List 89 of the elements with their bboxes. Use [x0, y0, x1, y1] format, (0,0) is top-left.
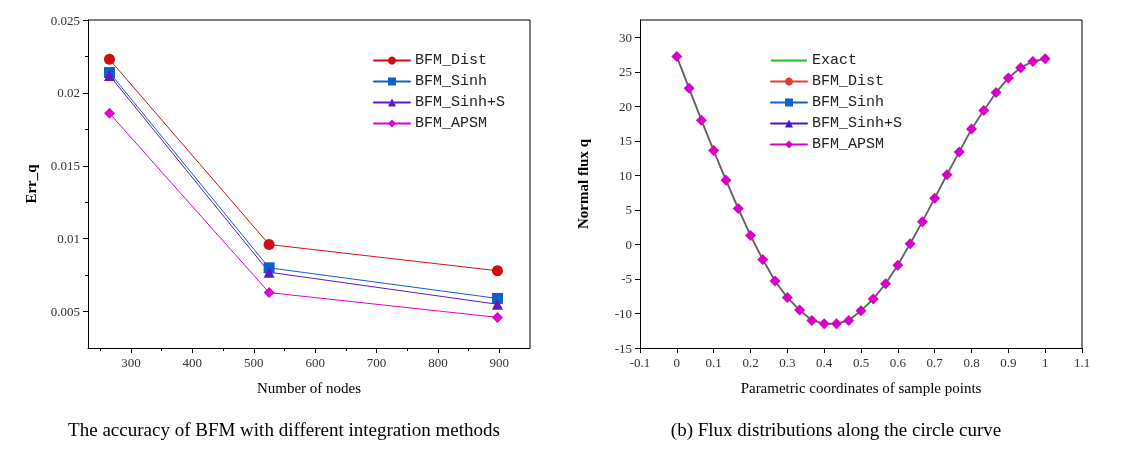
point: [978, 104, 990, 116]
x-axis-title: Number of nodes: [256, 379, 362, 396]
legend-label: BFM_Sinh+S: [414, 94, 505, 111]
point: [671, 51, 683, 63]
point: [904, 238, 916, 250]
point: [720, 174, 732, 186]
point: [1027, 55, 1039, 67]
legend-label: BFM_Sinh: [811, 94, 885, 111]
x-tick-label: 0.8: [963, 355, 980, 370]
point: [708, 145, 720, 157]
x-tick-label: 700: [366, 355, 387, 370]
x-tick-label: 400: [182, 355, 203, 370]
text: (b) Flux distributions along the circle curve: [670, 419, 1002, 441]
x-tick-label: 0: [673, 355, 681, 370]
point: [263, 266, 275, 278]
x-tick-label: -0.1: [629, 355, 651, 370]
y-tick-label: 10: [619, 167, 632, 183]
point: [830, 318, 842, 330]
y-tick-label: 0: [625, 236, 632, 252]
text: The accuracy of BFM with different integration methods: [68, 419, 500, 440]
point: [1002, 72, 1014, 84]
y-tick-label: -5: [621, 271, 632, 287]
point: [867, 293, 879, 305]
legend-label: BFM_APSM: [414, 115, 487, 132]
y-tick-label: 30: [619, 29, 632, 45]
y-tick-label: 0.02: [57, 85, 80, 101]
y-axis-title: Err_q: [22, 163, 39, 204]
point: [880, 278, 892, 290]
y-tick-label: 0.005: [50, 304, 80, 320]
point: [794, 304, 806, 316]
x-tick-label: 1.1: [1073, 355, 1091, 370]
point: [941, 169, 953, 181]
legend-label: BFM_Dist: [414, 52, 487, 69]
y-tick-label: 20: [619, 98, 632, 114]
point: [966, 123, 977, 135]
x-tick-label: 600: [305, 355, 325, 370]
point: [745, 229, 756, 241]
point: [491, 298, 503, 310]
point: [818, 318, 830, 330]
legend-label: BFM_Sinh+S: [811, 115, 903, 132]
x-tick-label: 800: [428, 355, 448, 370]
point: [781, 292, 793, 304]
x-tick-label: 0.3: [779, 355, 796, 370]
y-tick-label: 5: [625, 202, 632, 218]
y-tick-label: 0.015: [50, 158, 80, 174]
point: [104, 53, 115, 65]
point: [491, 265, 503, 277]
x-tick-label: 0.2: [742, 355, 759, 370]
point: [491, 311, 503, 323]
x-tick-label: 300: [121, 355, 141, 370]
point: [695, 114, 707, 126]
point: [843, 314, 855, 326]
y-axis-title: Normal flux q: [574, 138, 591, 229]
x-tick-label: 0.5: [852, 355, 870, 370]
x-tick-label: 0.4: [816, 355, 833, 370]
legend-label: BFM_Dist: [811, 73, 885, 90]
y-tick-label: 0.025: [50, 12, 80, 28]
legend-label: Exact: [811, 52, 858, 69]
x-tick-label: 500: [244, 355, 264, 370]
point: [892, 259, 904, 271]
point: [929, 192, 941, 204]
point: [732, 203, 744, 215]
y-tick-label: 25: [619, 64, 632, 80]
point: [855, 305, 867, 317]
x-tick-label: 0.6: [889, 355, 907, 370]
point: [769, 275, 781, 287]
point: [916, 216, 928, 228]
x-tick-label: 0.1: [705, 355, 722, 370]
point: [683, 82, 695, 94]
point: [1039, 53, 1051, 65]
legend-label: BFM_Sinh: [414, 73, 487, 90]
point: [953, 146, 965, 158]
x-tick-label: 900: [489, 355, 510, 370]
x-tick-label: 0.9: [1000, 355, 1017, 370]
x-axis-title: Parametric coordinates of sample points: [740, 379, 982, 396]
y-tick-label: 15: [619, 133, 632, 149]
point: [1015, 62, 1027, 74]
y-tick-label: -15: [614, 340, 632, 356]
legend-label: BFM_APSM: [811, 136, 885, 153]
point: [103, 107, 115, 119]
x-tick-label: 0.7: [926, 355, 944, 370]
point: [806, 314, 818, 326]
point: [990, 87, 1002, 99]
y-tick-label: 0.01: [57, 231, 80, 247]
x-tick-label: 1: [1041, 355, 1049, 370]
y-tick-label: -10: [614, 305, 632, 321]
point: [263, 239, 275, 250]
point: [757, 254, 769, 266]
point: [263, 287, 275, 299]
